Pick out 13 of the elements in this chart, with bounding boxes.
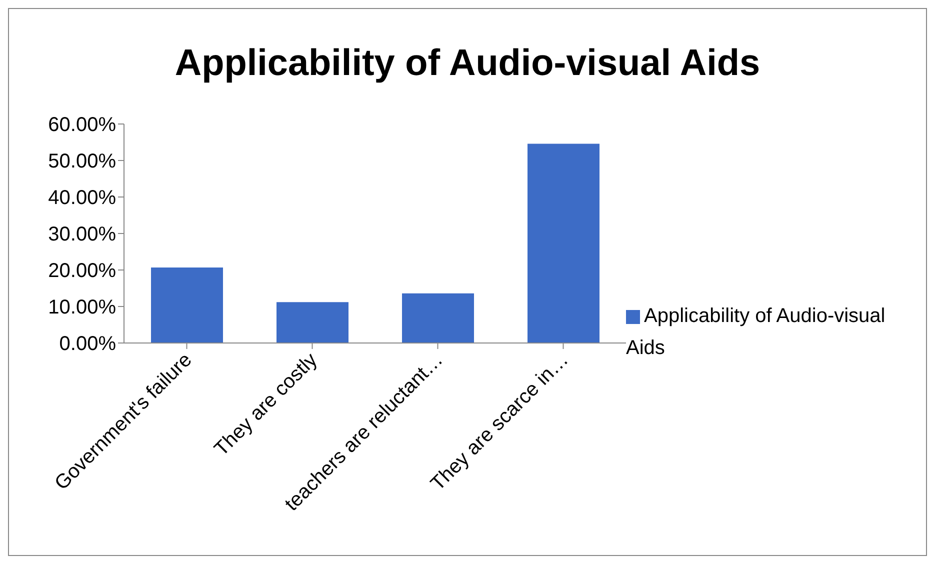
- y-tick-label: 40.00%: [48, 187, 116, 210]
- bar: [276, 302, 348, 343]
- y-tick-label: 60.00%: [48, 114, 116, 136]
- y-tick-label: 30.00%: [48, 224, 116, 246]
- y-tick-label: 0.00%: [59, 333, 116, 356]
- y-tick-label: 20.00%: [48, 260, 116, 282]
- bar: [151, 267, 223, 343]
- bar: [402, 293, 474, 343]
- bar: [528, 144, 600, 343]
- chart-title: Applicability of Audio-visual Aids: [174, 41, 762, 85]
- legend-label: Applicability of Audio-visual Aids: [626, 305, 886, 359]
- y-tick-label: 50.00%: [48, 150, 116, 173]
- y-tick-label: 10.00%: [48, 296, 116, 319]
